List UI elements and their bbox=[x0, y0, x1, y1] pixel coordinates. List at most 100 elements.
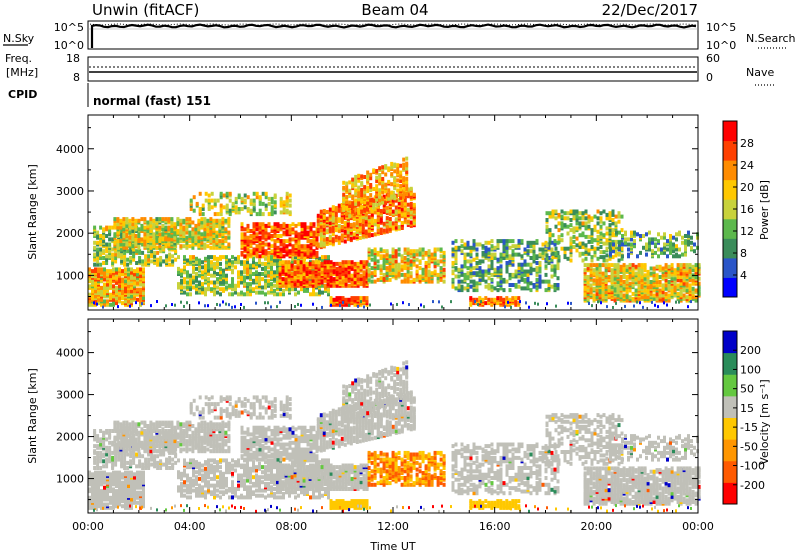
power-cell bbox=[356, 277, 360, 282]
power-cell bbox=[637, 296, 641, 301]
power-cell bbox=[142, 291, 145, 295]
power-cell bbox=[415, 264, 419, 269]
power-cell bbox=[136, 272, 139, 277]
power-cell bbox=[134, 237, 138, 242]
power-cell bbox=[430, 252, 434, 257]
power-cell bbox=[502, 247, 506, 252]
power-cell bbox=[279, 239, 283, 244]
power-cell bbox=[261, 290, 264, 295]
power-cell bbox=[400, 279, 404, 284]
power-cell bbox=[255, 277, 258, 282]
power-cell bbox=[484, 245, 488, 250]
power-cell bbox=[331, 211, 335, 216]
power-cell bbox=[400, 204, 404, 209]
power-cell bbox=[284, 266, 288, 271]
power-cell bbox=[138, 259, 142, 264]
power-cell bbox=[466, 271, 470, 276]
power-cell bbox=[684, 252, 687, 257]
power-cell bbox=[493, 286, 497, 291]
power-cell bbox=[589, 286, 593, 291]
power-cell bbox=[581, 245, 585, 249]
power-cell bbox=[640, 263, 644, 268]
power-cell bbox=[381, 197, 385, 202]
power-cell bbox=[103, 302, 106, 307]
power-cell bbox=[300, 244, 304, 249]
power-cell bbox=[136, 280, 139, 285]
power-cell bbox=[460, 244, 464, 249]
power-cell bbox=[144, 257, 148, 262]
power-cell bbox=[359, 277, 363, 282]
power-cell bbox=[602, 233, 606, 238]
power-cell bbox=[601, 285, 605, 290]
power-cell bbox=[300, 252, 304, 257]
power-cell bbox=[222, 268, 225, 273]
power-cell bbox=[243, 270, 246, 275]
power-cell bbox=[487, 257, 491, 262]
power-cell bbox=[403, 218, 407, 223]
power-cell bbox=[394, 222, 398, 227]
power-cell bbox=[252, 201, 256, 206]
power-cell bbox=[338, 261, 342, 266]
power-cell bbox=[584, 224, 588, 229]
power-cell bbox=[590, 238, 594, 243]
power-cell bbox=[370, 257, 374, 262]
power-cell bbox=[109, 302, 112, 307]
power-cell bbox=[334, 216, 338, 221]
power-cell bbox=[376, 264, 380, 269]
power-cell bbox=[463, 245, 467, 250]
power-cell bbox=[655, 276, 659, 281]
power-cell bbox=[337, 208, 341, 213]
power-cell bbox=[353, 296, 357, 301]
freq-label-line1: Freq. bbox=[5, 52, 32, 65]
power-cell bbox=[618, 230, 621, 235]
power-cell bbox=[596, 256, 600, 261]
power-cell bbox=[514, 269, 518, 274]
power-cell bbox=[103, 282, 106, 287]
power-cell bbox=[538, 269, 542, 274]
power-cell bbox=[566, 246, 570, 251]
power-cell bbox=[598, 298, 602, 303]
power-cell bbox=[657, 254, 660, 259]
power-cell bbox=[198, 258, 201, 263]
power-cell bbox=[105, 234, 109, 238]
power-cell bbox=[475, 242, 479, 247]
power-cell bbox=[569, 218, 573, 222]
power-cell bbox=[288, 230, 292, 235]
power-cell bbox=[578, 221, 582, 226]
power-cell bbox=[415, 252, 419, 257]
power-cell bbox=[373, 254, 377, 259]
power-cell bbox=[615, 230, 618, 235]
power-cell bbox=[308, 280, 312, 285]
power-cell bbox=[158, 232, 162, 237]
power-cell bbox=[93, 245, 97, 250]
power-cell bbox=[344, 260, 348, 265]
power-cell bbox=[297, 240, 301, 245]
power-cell bbox=[685, 288, 689, 293]
power-cell bbox=[581, 241, 585, 246]
power-cell bbox=[192, 208, 196, 213]
power-cell bbox=[367, 215, 371, 220]
power-cell bbox=[436, 276, 440, 281]
power-cell bbox=[661, 266, 665, 271]
power-cell bbox=[152, 222, 156, 227]
power-cell bbox=[611, 255, 615, 260]
power-cell bbox=[578, 233, 582, 238]
power-cell bbox=[315, 254, 319, 259]
power-cell bbox=[246, 223, 250, 228]
power-cell bbox=[137, 237, 141, 242]
power-cell bbox=[137, 218, 141, 223]
power-cell bbox=[658, 275, 662, 279]
power-cell bbox=[96, 302, 98, 306]
power-cell bbox=[111, 261, 115, 265]
power-cell bbox=[599, 231, 603, 236]
power-cell bbox=[291, 247, 295, 252]
power-cell bbox=[394, 217, 398, 222]
power-cell bbox=[385, 249, 389, 254]
power-cell bbox=[382, 249, 386, 254]
power-cell bbox=[346, 230, 350, 235]
power-cell bbox=[192, 195, 196, 200]
power-cell bbox=[348, 200, 352, 205]
power-cell bbox=[469, 301, 473, 306]
power-cell bbox=[587, 239, 591, 244]
power-cell bbox=[463, 261, 467, 265]
